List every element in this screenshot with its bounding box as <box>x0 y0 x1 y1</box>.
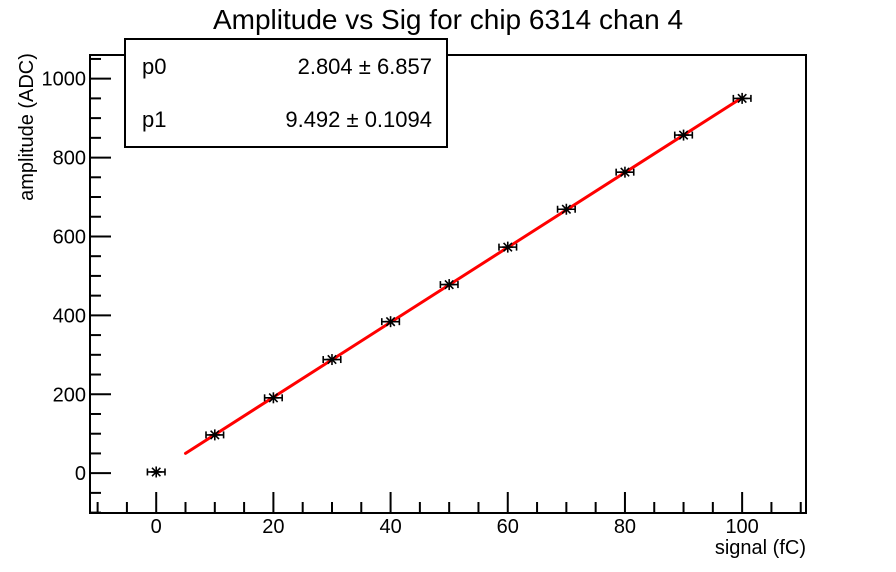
y-axis-tick-label: 800 <box>53 148 86 170</box>
data-point <box>146 466 166 478</box>
data-point <box>322 354 342 366</box>
data-point <box>556 203 576 215</box>
fit-param-name: p0 <box>142 53 167 79</box>
fit-param-value: 9.492 ± 0.1094 <box>285 106 432 132</box>
chart-title: Amplitude vs Sig for chip 6314 chan 4 <box>212 4 684 35</box>
data-point <box>615 166 635 178</box>
marker-arm <box>151 467 161 477</box>
marker-arm <box>620 167 630 177</box>
marker-arm <box>444 279 454 290</box>
marker-arm <box>210 430 220 440</box>
marker-arm <box>268 393 279 403</box>
marker-arm <box>327 354 337 365</box>
marker-arm <box>737 93 747 104</box>
stats-box: p0 2.804 ± 6.857 p1 9.492 ± 0.1094 <box>124 38 448 148</box>
y-axis-tick-label: 0 <box>75 463 86 485</box>
data-point <box>439 279 459 291</box>
fit-parameter-row: p0 2.804 ± 6.857 <box>126 53 446 79</box>
x-axis-tick-label: 20 <box>262 516 284 538</box>
y-axis-title: amplitude (ADC) <box>16 53 38 201</box>
marker-arm <box>678 130 689 140</box>
marker-arm <box>385 316 396 327</box>
data-point <box>263 392 283 404</box>
fit-parameter-row: p1 9.492 ± 0.1094 <box>126 106 446 132</box>
plot-frame <box>89 54 807 514</box>
x-axis-title: signal (fC) <box>715 537 806 559</box>
x-axis-tick-label: 100 <box>725 516 758 538</box>
marker-arm <box>561 204 572 215</box>
fit-param-value: 2.804 ± 6.857 <box>297 53 432 79</box>
y-axis-tick-label: 1000 <box>42 69 87 91</box>
y-axis-tick-label: 400 <box>53 305 86 327</box>
x-axis-tick-label: 80 <box>614 516 636 538</box>
fit-param-name: p1 <box>142 106 167 132</box>
marker-arm <box>502 242 513 252</box>
data-point <box>380 316 401 328</box>
data-point <box>673 129 694 141</box>
fit-line <box>184 96 744 455</box>
y-axis-tick-label: 600 <box>53 226 86 248</box>
y-axis-tick-label: 200 <box>53 384 86 406</box>
data-point <box>732 92 752 104</box>
x-axis-tick-label: 0 <box>151 516 162 538</box>
x-axis-tick-label: 60 <box>497 516 519 538</box>
x-axis-tick-label: 40 <box>379 516 401 538</box>
data-point <box>205 429 225 441</box>
data-point <box>498 241 518 253</box>
